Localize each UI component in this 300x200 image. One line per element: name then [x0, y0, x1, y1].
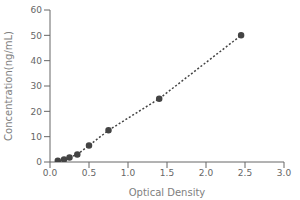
- svg-text:Optical Density: Optical Density: [129, 187, 206, 198]
- svg-text:10: 10: [31, 132, 43, 142]
- svg-text:0: 0: [36, 157, 42, 167]
- svg-text:2.0: 2.0: [199, 168, 214, 178]
- svg-text:2.5: 2.5: [238, 168, 252, 178]
- svg-text:Concentration(ng/mL): Concentration(ng/mL): [8, 31, 14, 141]
- svg-text:50: 50: [31, 31, 43, 41]
- svg-text:20: 20: [31, 107, 43, 117]
- svg-text:3.0: 3.0: [277, 168, 292, 178]
- svg-text:60: 60: [31, 5, 43, 15]
- svg-text:0.5: 0.5: [82, 168, 96, 178]
- svg-text:0.0: 0.0: [43, 168, 58, 178]
- svg-text:30: 30: [31, 81, 43, 91]
- svg-text:40: 40: [31, 56, 43, 66]
- svg-text:1.0: 1.0: [121, 168, 136, 178]
- svg-text:1.5: 1.5: [160, 168, 174, 178]
